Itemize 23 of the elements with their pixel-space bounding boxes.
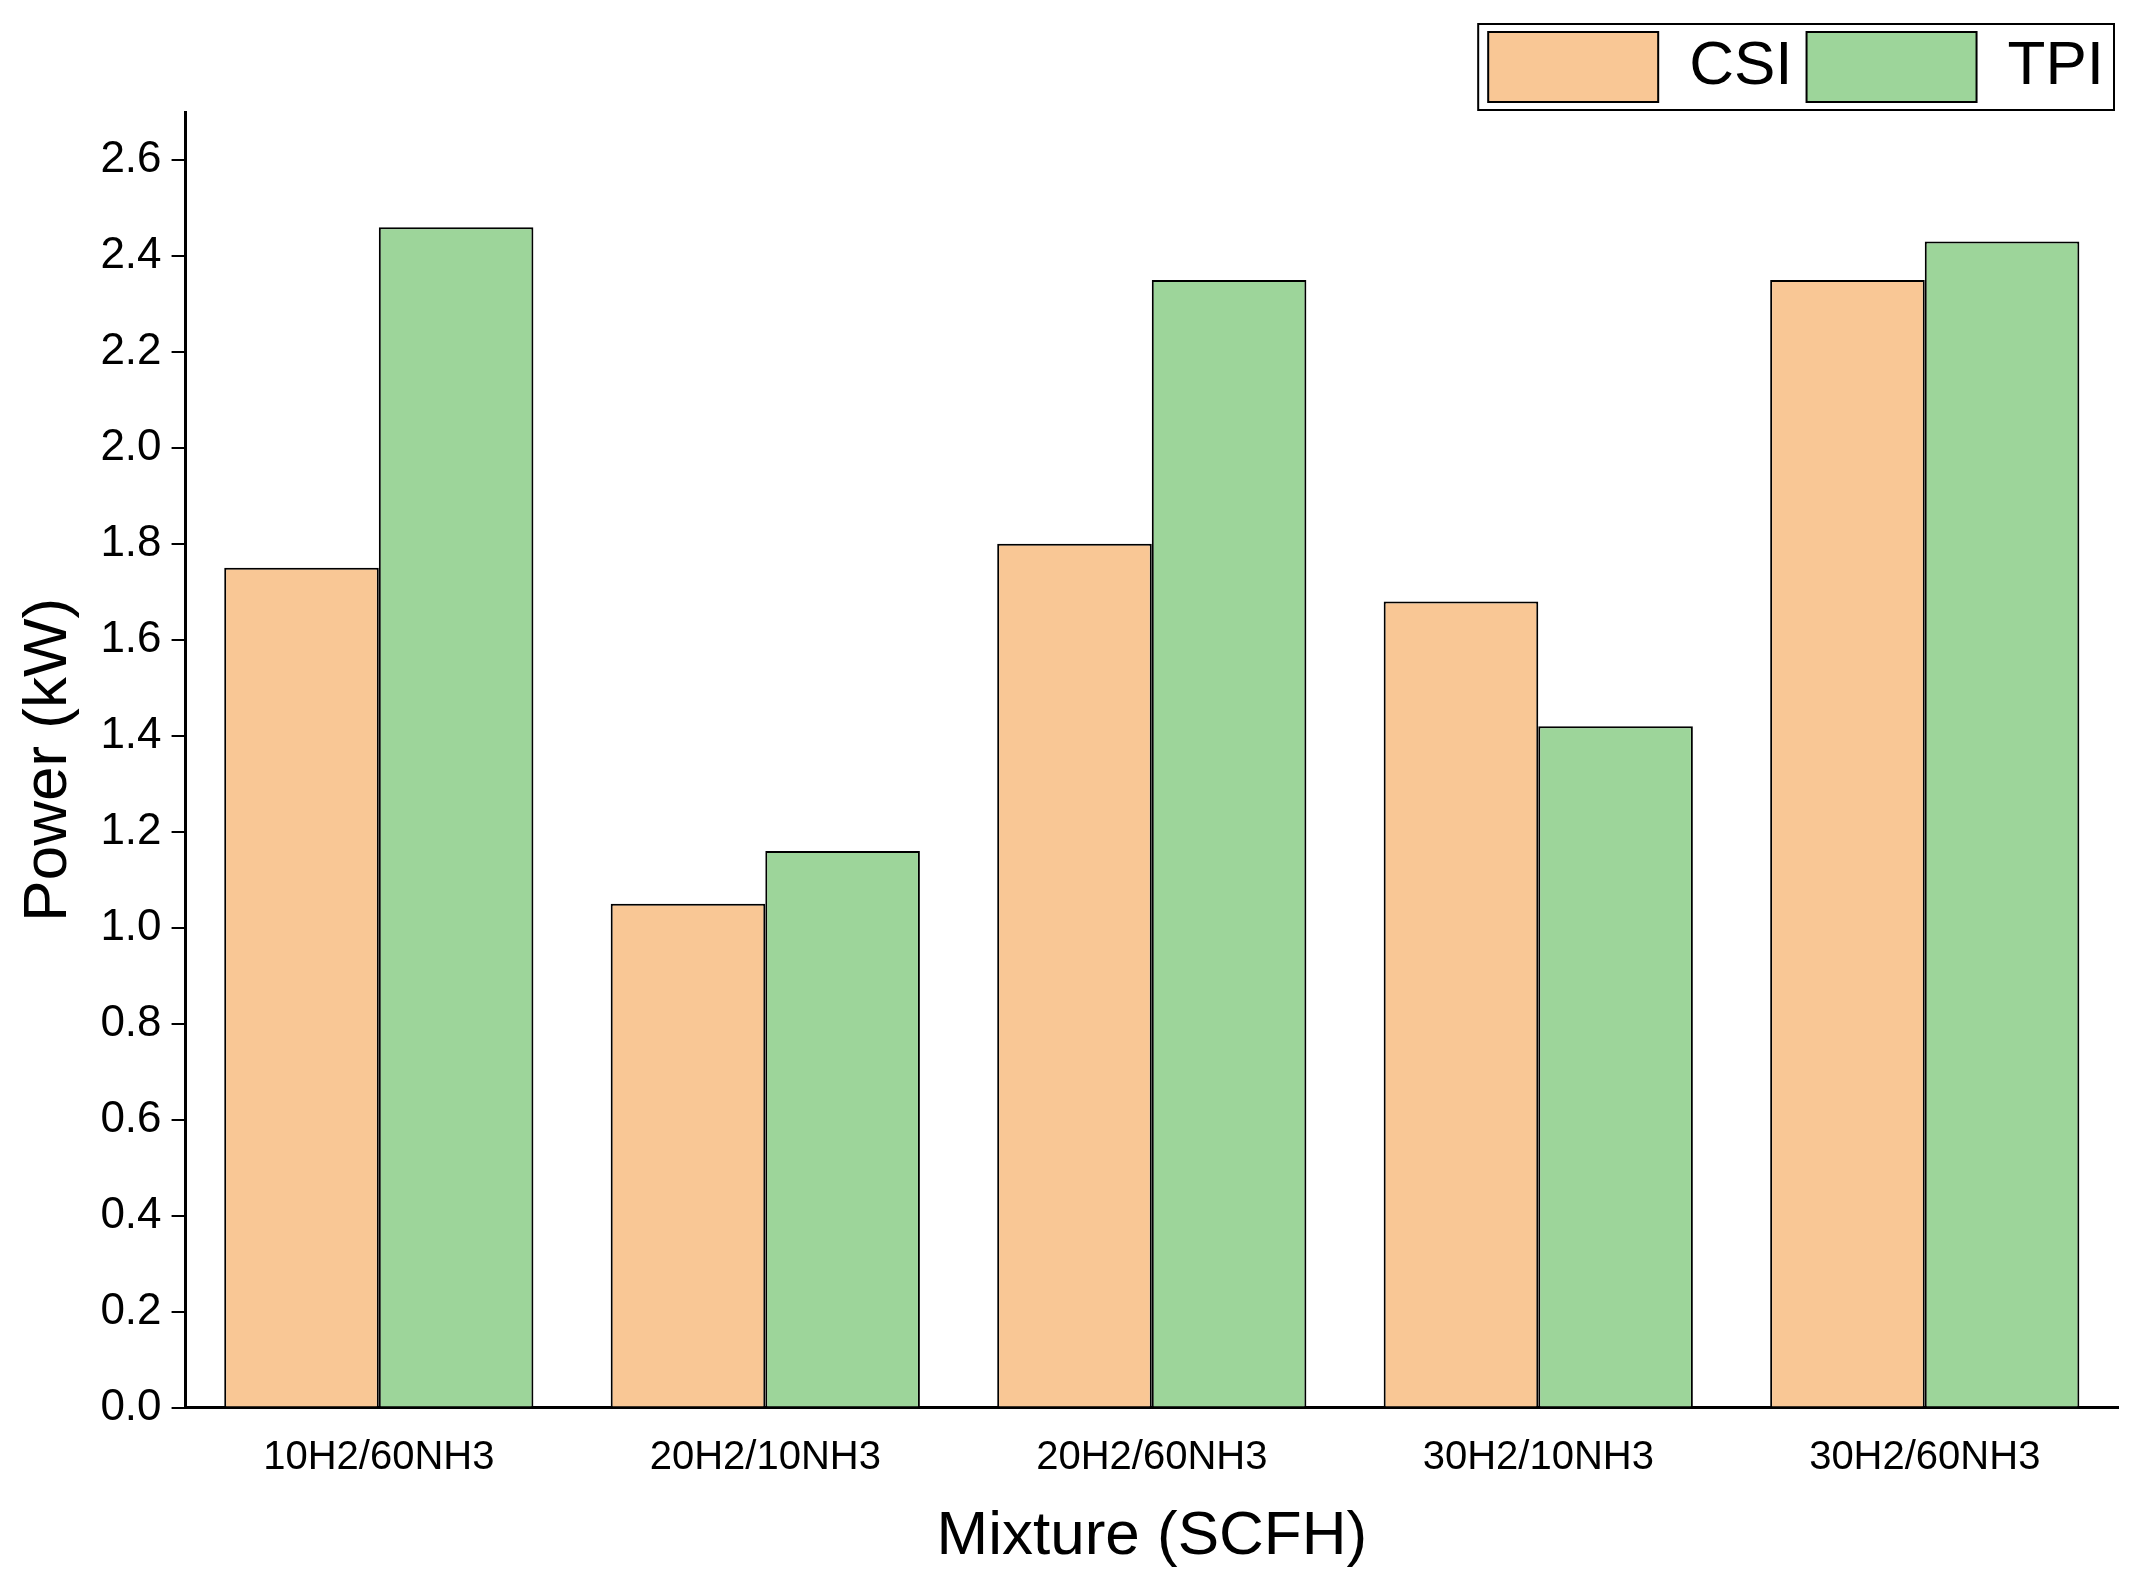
y-tick-label: 1.0	[100, 899, 162, 949]
x-axis-title: Mixture (SCFH)	[936, 1497, 1368, 1567]
y-tick-label: 1.8	[100, 516, 162, 566]
y-tick-label: 1.6	[100, 611, 162, 661]
legend-label: CSI	[1689, 28, 1793, 98]
y-tick-label: 2.6	[100, 132, 162, 182]
y-tick-label: 2.4	[100, 228, 162, 278]
y-axis-title: Power (kW)	[10, 597, 80, 922]
y-tick-label: 2.2	[100, 324, 162, 374]
x-tick-label: 30H2/10NH3	[1422, 1432, 1654, 1477]
y-tick-label: 0.0	[100, 1379, 162, 1429]
x-tick-label: 30H2/60NH3	[1809, 1432, 2041, 1477]
x-tick-label: 10H2/60NH3	[263, 1432, 495, 1477]
y-tick-label: 2.0	[100, 420, 162, 470]
y-tick-label: 0.6	[100, 1091, 162, 1141]
x-tick-label: 20H2/60NH3	[1036, 1432, 1268, 1477]
y-tick-label: 1.2	[100, 803, 162, 853]
y-tick-label: 0.8	[100, 995, 162, 1045]
legend-label: TPI	[2007, 28, 2104, 98]
y-tick-label: 0.2	[100, 1283, 162, 1333]
y-tick-label: 1.4	[100, 707, 162, 757]
x-tick-label: 20H2/10NH3	[649, 1432, 881, 1477]
y-tick-label: 0.4	[100, 1187, 162, 1237]
